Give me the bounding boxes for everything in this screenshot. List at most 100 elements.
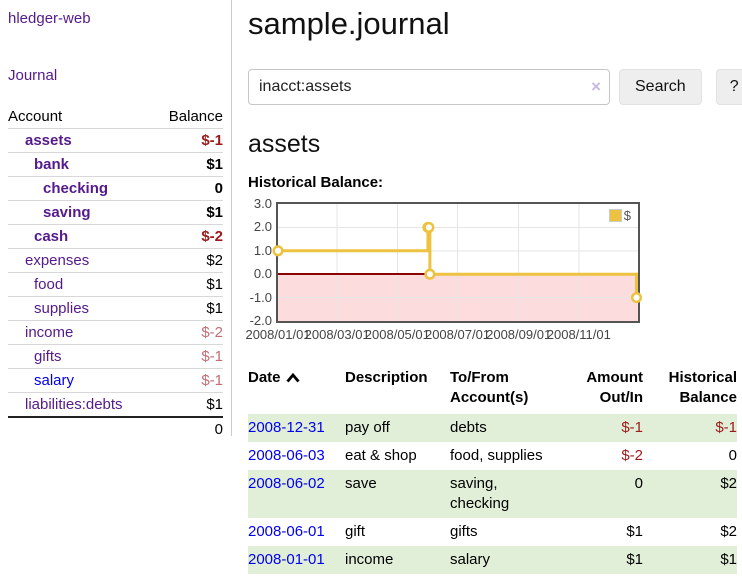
- search-form: × Search ?: [248, 69, 742, 105]
- transaction-accounts: salary: [450, 551, 491, 568]
- accounts-total-row: 0: [8, 416, 223, 440]
- account-link[interactable]: cash: [34, 228, 69, 245]
- help-button[interactable]: ?: [715, 69, 742, 105]
- account-row: salary $-1: [8, 368, 223, 392]
- account-balance: 0: [214, 180, 223, 197]
- account-link[interactable]: supplies: [34, 300, 90, 317]
- transaction-description: save: [345, 475, 377, 492]
- chart-title: Historical Balance:: [248, 174, 384, 191]
- account-column-header: Account: [8, 107, 63, 125]
- main-content: sample.journal × Search ? assets Histori…: [245, 0, 742, 574]
- account-row: supplies $1: [8, 296, 223, 320]
- account-balance: $2: [206, 252, 223, 269]
- x-axis-tick-label: 2008/09/01: [486, 327, 552, 342]
- transaction-row: 2008-06-01 gift gifts $1 $2: [248, 518, 737, 546]
- transaction-description: income: [345, 551, 394, 568]
- transaction-description: eat & shop: [345, 447, 417, 464]
- brand-link[interactable]: hledger-web: [8, 10, 91, 27]
- account-row: liabilities:debts $1: [8, 392, 223, 416]
- transactions-header-row: Date Description To/From Account(s) Amou…: [248, 364, 737, 414]
- transaction-amount: $-1: [621, 419, 643, 436]
- legend-swatch-icon: [608, 209, 622, 222]
- account-balance: $-1: [201, 132, 223, 149]
- account-row: cash $-2: [8, 224, 223, 248]
- account-row: gifts $-1: [8, 344, 223, 368]
- y-axis-tick-label: -2.0: [249, 313, 272, 328]
- transaction-amount: $1: [626, 551, 643, 568]
- account-link[interactable]: income: [25, 324, 74, 341]
- transaction-date-link[interactable]: 2008-06-02: [248, 475, 325, 492]
- account-link[interactable]: bank: [34, 156, 70, 173]
- x-axis-tick-label: 2008/07/01: [424, 327, 491, 342]
- account-link[interactable]: saving: [43, 204, 91, 221]
- historical-balance-chart: $ 3.0 2.0 1.0 0.0 -1.0 -2.0 2008/01/01 2008/03/…: [245, 197, 737, 345]
- transaction-amount: 0: [634, 475, 643, 492]
- chart-legend: $: [608, 208, 631, 223]
- transaction-amount: $-2: [621, 447, 643, 464]
- account-row: income $-2: [8, 320, 223, 344]
- transaction-description: gift: [345, 523, 366, 540]
- account-balance: $-1: [201, 372, 223, 389]
- account-link[interactable]: checking: [43, 180, 109, 197]
- date-column-header[interactable]: Date: [248, 364, 345, 414]
- account-row: expenses $2: [8, 248, 223, 272]
- transaction-balance: $2: [720, 475, 737, 492]
- account-balance: $-2: [201, 228, 223, 245]
- transaction-description: pay off: [345, 419, 390, 436]
- transaction-date-link[interactable]: 2008-06-03: [248, 447, 325, 464]
- transaction-balance: $-1: [715, 419, 737, 436]
- transaction-accounts: debts: [450, 419, 487, 436]
- transaction-date-link[interactable]: 2008-12-31: [248, 419, 325, 436]
- search-input[interactable]: [248, 69, 610, 105]
- account-link[interactable]: salary: [34, 372, 75, 389]
- legend-label: $: [623, 208, 631, 223]
- sort-ascending-icon: [285, 372, 300, 383]
- transaction-row: 2008-06-02 save saving, checking 0 $2: [248, 470, 737, 518]
- transaction-row: 2008-12-31 pay off debts $-1 $-1: [248, 414, 737, 442]
- account-balance: $1: [206, 300, 223, 317]
- y-axis-tick-label: 2.0: [253, 219, 272, 235]
- account-link[interactable]: food: [34, 276, 64, 293]
- account-balance: $1: [206, 396, 223, 413]
- account-link[interactable]: expenses: [25, 252, 90, 269]
- transaction-date-link[interactable]: 2008-06-01: [248, 523, 325, 540]
- account-balance: $1: [206, 156, 223, 173]
- transaction-accounts: gifts: [450, 523, 478, 540]
- account-row: bank $1: [8, 152, 223, 176]
- account-heading: assets: [248, 130, 321, 158]
- x-axis-tick-label: 2008/03/01: [304, 327, 370, 342]
- transaction-accounts: food, supplies: [450, 447, 543, 464]
- account-link[interactable]: assets: [25, 132, 72, 149]
- page-title: sample.journal: [248, 6, 450, 41]
- x-axis-tick-label: 2008/05/01: [364, 327, 430, 342]
- clear-search-icon[interactable]: ×: [591, 77, 601, 96]
- account-link[interactable]: gifts: [34, 348, 62, 365]
- account-row: saving $1: [8, 200, 223, 224]
- tofrom-column-header: To/From Account(s): [450, 369, 529, 406]
- accounts-table-header: Account Balance: [8, 104, 223, 128]
- x-axis-tick-label: 2008/11/01: [546, 327, 611, 342]
- y-axis-tick-label: 3.0: [253, 196, 272, 211]
- search-box: ×: [248, 69, 610, 105]
- transaction-balance: $1: [720, 551, 737, 568]
- account-row: food $1: [8, 272, 223, 296]
- account-row: checking 0: [8, 176, 223, 200]
- transaction-date-link[interactable]: 2008-01-01: [248, 551, 325, 568]
- transaction-row: 2008-06-03 eat & shop food, supplies $-2 0: [248, 442, 737, 470]
- account-balance: $1: [206, 276, 223, 293]
- sidebar-item-journal[interactable]: Journal: [8, 67, 58, 84]
- transaction-row: 2008-01-01 income salary $1 $1: [248, 546, 737, 574]
- transaction-accounts: saving, checking: [450, 475, 510, 512]
- amount-column-header: Amount Out/In: [586, 369, 643, 406]
- account-link[interactable]: liabilities:debts: [25, 396, 123, 413]
- transaction-balance: 0: [728, 447, 737, 464]
- accounts-table: Account Balance assets $-1 bank $1 checking 0…: [8, 104, 223, 440]
- balance-column-header: Balance: [168, 107, 223, 125]
- description-column-header: Description: [345, 369, 428, 386]
- account-balance: $-1: [201, 348, 223, 365]
- y-axis-tick-label: 1.0: [253, 242, 272, 258]
- accounts-list: assets $-1 bank $1 checking 0 saving $1 cash $-2 e…: [8, 128, 223, 416]
- search-button[interactable]: Search: [619, 69, 702, 105]
- x-axis-tick-label: 2008/01/01: [245, 327, 311, 342]
- transaction-amount: $1: [626, 523, 643, 540]
